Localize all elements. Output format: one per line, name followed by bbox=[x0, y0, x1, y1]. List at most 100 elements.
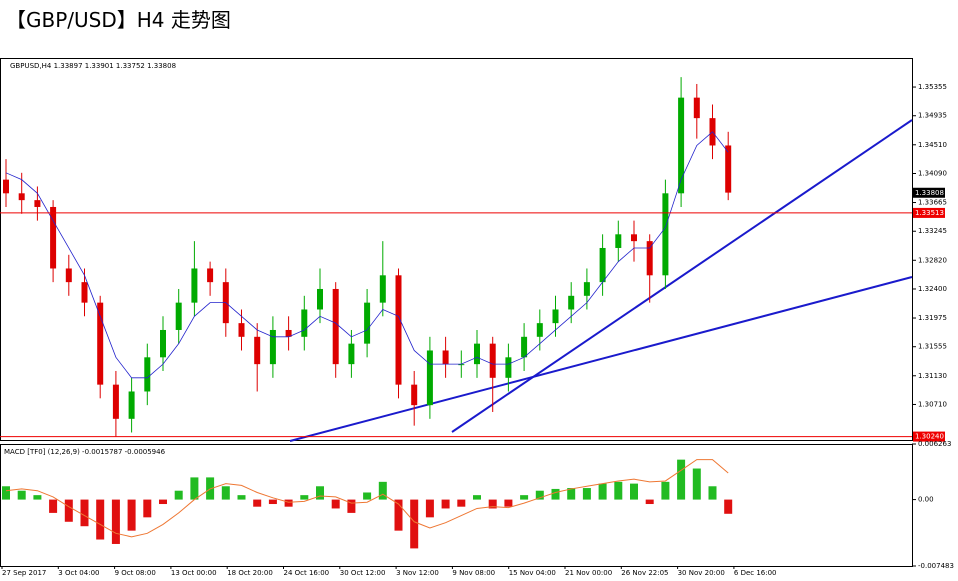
macd-bar bbox=[111, 499, 120, 544]
candle-body bbox=[285, 329, 292, 337]
macd-bar bbox=[2, 486, 10, 500]
candle-body bbox=[426, 350, 433, 406]
y-tick-label: 1.30710 bbox=[918, 400, 947, 408]
macd-bar bbox=[221, 486, 230, 500]
macd-bar bbox=[630, 483, 638, 500]
level-tag bbox=[913, 431, 945, 442]
candle-body bbox=[693, 97, 700, 119]
y-tick-label: 1.32400 bbox=[918, 285, 947, 293]
macd-bar bbox=[331, 499, 340, 509]
macd-bar bbox=[520, 495, 529, 500]
macd-bar bbox=[582, 488, 591, 500]
level-label: 1.33513 bbox=[915, 209, 944, 217]
candle-body bbox=[474, 343, 480, 365]
page-title: 【GBP/USD】H4 走势图 bbox=[6, 8, 231, 32]
level-label: 1.30240 bbox=[915, 433, 944, 441]
candle-body bbox=[18, 193, 25, 201]
x-tick-label: 26 Nov 22:05 bbox=[621, 569, 668, 577]
moving-average bbox=[5, 131, 729, 379]
macd-bar bbox=[127, 499, 136, 531]
macd-header: MACD [TF0] (12,26,9) -0.0015787 -0.00059… bbox=[4, 448, 166, 456]
candle-body bbox=[678, 97, 685, 194]
macd-bar bbox=[535, 490, 544, 500]
macd-bar bbox=[190, 477, 199, 500]
candle-body bbox=[395, 275, 402, 385]
macd-bar bbox=[567, 488, 576, 500]
price-header: GBPUSD,H4 1.33897 1.33901 1.33752 1.3380… bbox=[10, 62, 176, 70]
macd-bar bbox=[473, 495, 481, 500]
candle-body bbox=[489, 343, 496, 378]
candle-body bbox=[160, 329, 166, 358]
x-tick-label: 21 Nov 00:00 bbox=[565, 569, 612, 577]
x-tick-label: 15 Nov 04:00 bbox=[509, 569, 556, 577]
macd-bar bbox=[64, 499, 73, 522]
macd-bar bbox=[347, 499, 356, 513]
macd-bar bbox=[316, 486, 324, 500]
y-tick-label: 1.31975 bbox=[918, 314, 947, 322]
y-tick-label: 1.33665 bbox=[918, 199, 947, 207]
x-tick-label: 3 Nov 12:00 bbox=[396, 569, 439, 577]
x-tick-label: 18 Oct 20:00 bbox=[227, 569, 273, 577]
macd-bar bbox=[378, 481, 387, 500]
y-tick-label: 1.34090 bbox=[918, 169, 947, 177]
macd-frame bbox=[0, 444, 913, 567]
x-tick-label: 3 Oct 04:00 bbox=[58, 569, 99, 577]
macd-bar bbox=[394, 499, 403, 531]
candle-body bbox=[97, 302, 104, 385]
x-tick-label: 30 Oct 12:00 bbox=[340, 569, 386, 577]
signal-line bbox=[5, 459, 729, 538]
macd-bar bbox=[504, 499, 513, 507]
macd-bar bbox=[614, 481, 623, 500]
macd-bar bbox=[284, 499, 293, 507]
y-tick-label: -0.007483 bbox=[918, 562, 954, 570]
macd-bar bbox=[598, 483, 607, 500]
candle-body bbox=[34, 200, 41, 207]
macd-bar bbox=[692, 468, 701, 500]
y-tick-label: 1.34935 bbox=[918, 112, 947, 120]
candle-body bbox=[615, 234, 622, 248]
macd-bar bbox=[645, 499, 654, 505]
x-tick-label: 9 Oct 08:00 bbox=[115, 569, 156, 577]
candle-body bbox=[269, 329, 276, 365]
candle-body bbox=[364, 302, 371, 344]
candle-body bbox=[379, 275, 386, 303]
x-tick-label: 13 Oct 00:00 bbox=[171, 569, 217, 577]
macd-bar bbox=[708, 486, 717, 500]
candle-body bbox=[207, 268, 214, 283]
macd-bar bbox=[174, 490, 183, 500]
price-frame bbox=[0, 58, 913, 441]
macd-bar bbox=[410, 499, 419, 549]
candle-body bbox=[50, 206, 57, 269]
macd-bar bbox=[96, 499, 105, 540]
y-tick-label: 1.31555 bbox=[918, 343, 947, 351]
macd-bar bbox=[551, 488, 560, 500]
macd-bar bbox=[441, 499, 450, 509]
y-tick-label: 1.31130 bbox=[918, 372, 947, 380]
candle-body bbox=[599, 247, 606, 283]
candle-body bbox=[317, 288, 323, 310]
x-tick-label: 27 Sep 2017 bbox=[2, 569, 46, 577]
macd-bar bbox=[425, 499, 434, 518]
candle-body bbox=[552, 309, 559, 324]
y-tick-label: 1.32820 bbox=[918, 256, 947, 264]
trend-line bbox=[451, 119, 913, 433]
y-tick-label: 1.33245 bbox=[918, 227, 947, 235]
y-tick-label: 0.006263 bbox=[918, 440, 951, 448]
macd-bar bbox=[33, 495, 42, 500]
macd-bar bbox=[80, 499, 89, 527]
candle-body bbox=[112, 384, 119, 419]
candle-body bbox=[191, 268, 198, 303]
x-tick-label: 30 Nov 20:00 bbox=[678, 569, 725, 577]
candle-body bbox=[3, 179, 9, 194]
price-label: 1.33808 bbox=[915, 189, 944, 197]
macd-bar bbox=[17, 490, 26, 500]
candle-body bbox=[646, 241, 653, 276]
candle-body bbox=[254, 336, 261, 365]
level-tag bbox=[913, 207, 945, 218]
candle-body bbox=[144, 357, 151, 392]
candle-body bbox=[411, 384, 418, 406]
trend-line bbox=[289, 276, 913, 442]
x-tick-label: 24 Oct 16:00 bbox=[284, 569, 330, 577]
